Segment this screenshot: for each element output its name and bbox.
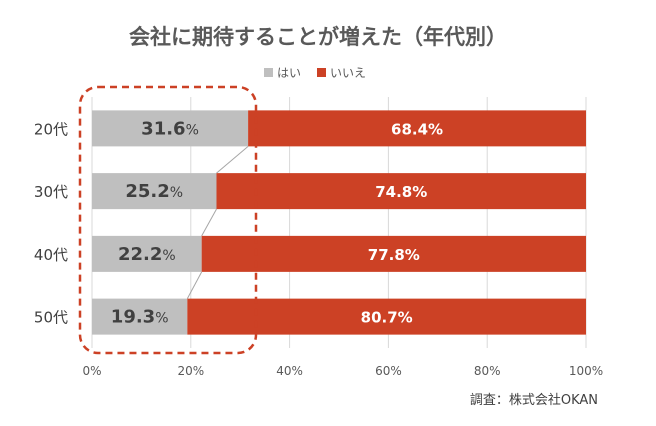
category-label: 50代 xyxy=(34,309,68,327)
bar-hai xyxy=(92,235,202,272)
bar-iie xyxy=(248,110,586,147)
bar-hai xyxy=(92,110,249,147)
data-label-hai: 25.2% xyxy=(125,181,183,202)
highlight-box-rect xyxy=(78,85,258,355)
category-label: 20代 xyxy=(34,120,68,138)
x-tick-label: 40% xyxy=(276,364,303,378)
series-lines xyxy=(186,145,249,299)
category-labels: 20代 30代 40代 50代 xyxy=(34,120,68,326)
bar-iie xyxy=(216,173,586,210)
x-tick-label: 100% xyxy=(569,364,603,378)
series-line xyxy=(216,145,249,174)
data-label-iie: 74.8% xyxy=(375,183,427,201)
bars xyxy=(92,110,587,335)
legend-swatch xyxy=(317,68,326,77)
series-line xyxy=(201,208,217,237)
legend: はい いいえ xyxy=(264,66,366,80)
x-tick-label: 60% xyxy=(375,364,402,378)
legend-label: はい xyxy=(277,66,301,80)
bar-hai xyxy=(92,298,188,335)
data-labels: 31.6% 68.4% 25.2% 74.8% 22.2% 77.8% 19.3% 80.7% xyxy=(111,118,443,327)
category-label: 30代 xyxy=(34,183,68,201)
data-label-iie: 68.4% xyxy=(391,120,443,138)
bar-iie xyxy=(187,298,587,335)
series-line xyxy=(186,271,203,299)
bar-hai xyxy=(92,173,217,210)
source-note: 調査：株式会社OKAN xyxy=(470,392,598,408)
legend-swatch xyxy=(264,68,273,77)
category-label: 40代 xyxy=(34,246,68,264)
data-label-hai: 22.2% xyxy=(118,244,176,265)
bar-iie xyxy=(201,235,586,272)
legend-label: いいえ xyxy=(330,66,366,80)
x-tick-labels: 0% 20% 40% 60% 80% 100% xyxy=(82,364,603,378)
data-label-iie: 80.7% xyxy=(361,309,413,327)
data-label-iie: 77.8% xyxy=(368,246,420,264)
x-tick-label: 80% xyxy=(474,364,501,378)
data-label-hai: 19.3% xyxy=(111,307,169,328)
x-tick-label: 0% xyxy=(82,364,101,378)
chart-title: 会社に期待することが増えた（年代別） xyxy=(129,25,507,49)
x-tick-label: 20% xyxy=(177,364,204,378)
data-label-hai: 31.6% xyxy=(141,118,199,139)
highlight-box xyxy=(78,85,258,355)
